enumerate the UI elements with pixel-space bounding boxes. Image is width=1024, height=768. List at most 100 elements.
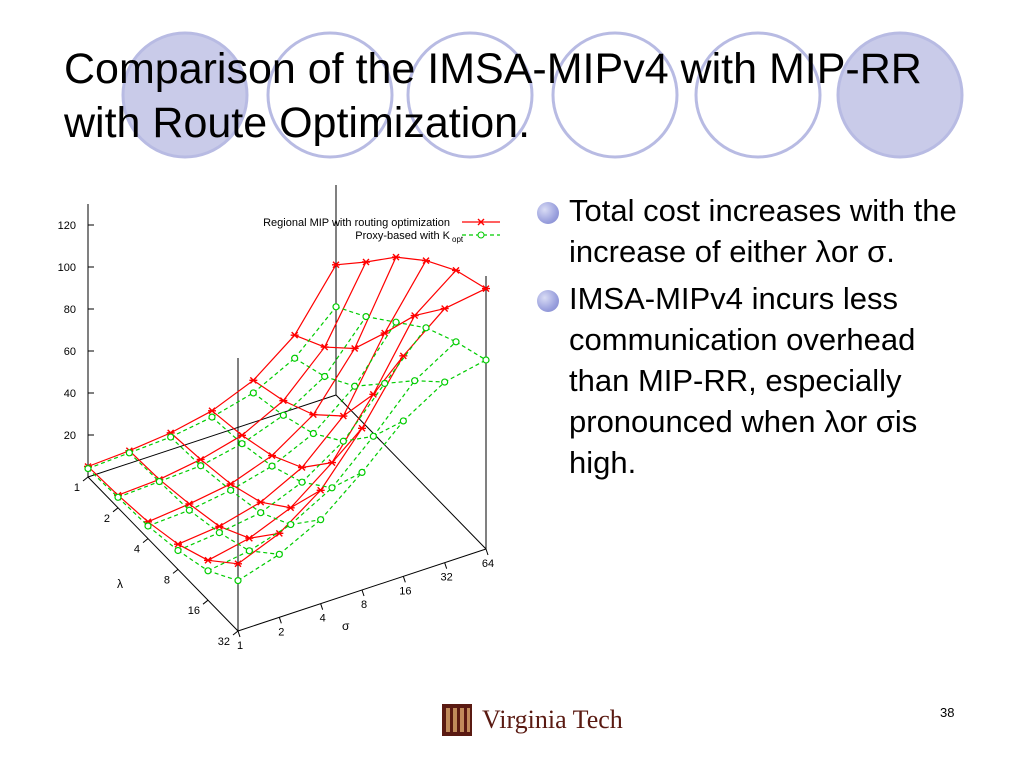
surface-mesh-line xyxy=(241,414,284,445)
surface-mesh-line xyxy=(200,443,243,467)
surface-mesh-line xyxy=(354,321,397,387)
surface-mesh-line xyxy=(252,392,284,416)
data-point-regional xyxy=(380,329,389,337)
data-point-regional xyxy=(275,529,284,537)
surface-mesh-line xyxy=(249,550,280,555)
surface-mesh-line xyxy=(312,348,356,415)
data-point-proxy xyxy=(208,413,216,421)
floor-edge xyxy=(87,476,239,632)
data-point-proxy xyxy=(321,372,329,381)
surface-mesh-line xyxy=(230,483,261,503)
data-point-proxy xyxy=(399,417,407,425)
surface-mesh-line xyxy=(395,256,427,262)
surface-mesh-line xyxy=(278,519,322,555)
data-point-proxy xyxy=(339,437,347,445)
surface-chart: 20406080100120Ctotal12481632λ1248163264σ… xyxy=(58,185,500,652)
surface-mesh-line xyxy=(354,332,385,350)
lambda-tick-label: 16 xyxy=(188,605,200,617)
surface-mesh-line xyxy=(170,416,213,438)
surface-mesh-line xyxy=(301,440,344,483)
data-point-regional xyxy=(362,258,370,266)
sigma-tick-label: 16 xyxy=(399,585,411,597)
data-point-proxy xyxy=(482,356,490,364)
surface-mesh-line xyxy=(129,436,171,454)
z-tick-label: 120 xyxy=(58,220,76,232)
surface-mesh-line xyxy=(237,553,280,582)
surface-mesh-line xyxy=(372,315,416,395)
surface-mesh-line xyxy=(384,315,415,334)
data-point-regional xyxy=(226,480,235,488)
surface-mesh-line xyxy=(301,462,333,469)
legend-marker-proxy xyxy=(477,231,485,239)
lambda-tick-label: 2 xyxy=(104,513,110,525)
data-point-proxy xyxy=(144,522,152,530)
lambda-tick-label: 8 xyxy=(164,574,170,586)
legend-label-sub: opt xyxy=(452,235,464,244)
surface-mesh-line xyxy=(177,525,220,545)
surface-mesh-line xyxy=(241,400,284,436)
surface-mesh-line xyxy=(455,341,487,361)
surface-mesh-line xyxy=(324,375,355,387)
surface-mesh-line xyxy=(207,537,250,561)
decorative-circles xyxy=(121,31,964,159)
surface-mesh-line xyxy=(219,501,261,527)
data-point-proxy xyxy=(317,516,325,524)
data-point-regional xyxy=(339,412,348,420)
lambda-tick xyxy=(142,538,149,543)
surface-mesh-line xyxy=(260,501,291,509)
surface-mesh-line xyxy=(384,260,427,334)
data-point-proxy xyxy=(452,338,460,346)
lambda-tick xyxy=(112,507,119,513)
data-point-regional xyxy=(452,266,460,274)
surface-mesh-line xyxy=(159,458,201,480)
surface-mesh-line xyxy=(294,264,337,336)
data-point-proxy xyxy=(238,440,246,448)
hokie-stone-icon xyxy=(442,704,472,736)
data-point-proxy xyxy=(197,462,205,470)
data-point-regional xyxy=(316,486,325,494)
data-point-proxy xyxy=(204,567,212,575)
data-point-regional xyxy=(482,285,490,293)
surface-mesh-line xyxy=(301,415,344,468)
data-point-proxy xyxy=(279,411,287,419)
surface-mesh-line xyxy=(313,414,344,417)
surface-mesh-line xyxy=(290,462,333,509)
surface-mesh-line xyxy=(342,332,386,417)
sigma-axis-label: σ xyxy=(342,619,350,633)
surface-mesh-line xyxy=(320,427,363,491)
data-point-proxy xyxy=(309,429,317,438)
data-point-regional xyxy=(309,411,318,419)
bullet-text: Total cost increases with the increase o… xyxy=(569,193,957,269)
data-point-regional xyxy=(369,390,378,398)
surface-mesh-line xyxy=(219,525,250,539)
bullet-list: Total cost increases with the increase o… xyxy=(537,190,957,489)
sigma-tick-label: 2 xyxy=(278,626,284,638)
data-point-regional xyxy=(279,397,288,405)
surface-mesh-line xyxy=(283,414,314,435)
data-point-regional xyxy=(358,424,366,432)
surface-mesh-line xyxy=(207,570,239,582)
surface-mesh-line xyxy=(354,256,397,349)
data-point-regional xyxy=(392,253,400,261)
data-point-proxy xyxy=(392,318,400,326)
surface-mesh-line xyxy=(147,509,190,527)
surface-mesh-line xyxy=(87,450,130,468)
surface-mesh-line xyxy=(278,489,322,534)
surface-mesh-line xyxy=(283,400,314,416)
surface-mesh-line xyxy=(312,385,356,434)
bullet-item: Total cost increases with the increase o… xyxy=(537,190,957,272)
surface-mesh-line xyxy=(313,432,344,442)
surface-mesh-line xyxy=(324,261,367,348)
data-point-regional xyxy=(410,312,419,320)
surface-mesh-line xyxy=(219,532,250,552)
decorative-circle xyxy=(694,31,822,159)
lambda-tick xyxy=(172,569,179,574)
data-point-proxy xyxy=(185,506,193,514)
data-point-proxy xyxy=(328,484,336,492)
surface-mesh-line xyxy=(189,483,231,505)
surface-mesh-line xyxy=(373,420,404,437)
lambda-tick xyxy=(82,476,89,482)
surface-mesh-line xyxy=(252,357,296,394)
data-point-regional xyxy=(320,343,329,351)
z-tick-label: 40 xyxy=(64,388,76,400)
